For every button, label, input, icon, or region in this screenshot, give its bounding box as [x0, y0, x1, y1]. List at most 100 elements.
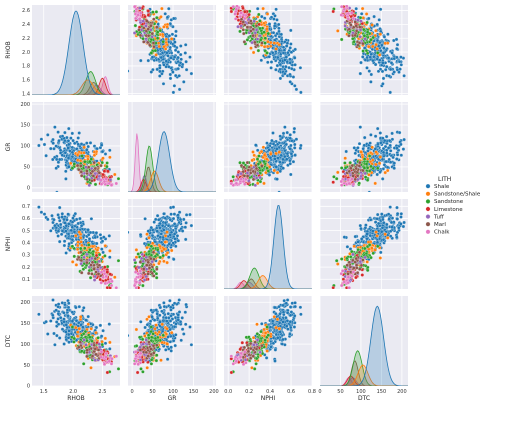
scatter-point — [57, 239, 62, 244]
scatter-point — [289, 28, 293, 33]
scatter-point — [378, 29, 383, 34]
kde-fill-limestone — [224, 280, 312, 289]
scatter-point — [69, 228, 73, 233]
scatter-point — [101, 328, 105, 333]
scatter-point — [261, 145, 266, 150]
scatter-point — [172, 84, 177, 88]
scatter-point — [351, 16, 356, 21]
y-tick-label: 150 — [20, 123, 30, 129]
scatter-point — [362, 135, 367, 140]
scatter-point — [375, 212, 380, 217]
scatter-point — [265, 141, 269, 145]
scatter-point — [158, 221, 162, 226]
scatter-point — [245, 38, 250, 42]
scatter-point — [145, 232, 149, 236]
y-tick-label: 2.6 — [22, 8, 30, 14]
scatter-point — [102, 169, 107, 173]
scatter-point — [163, 216, 168, 220]
scatter-point — [160, 71, 164, 76]
scatter-point — [85, 141, 89, 145]
scatter-point — [371, 58, 375, 63]
scatter-point — [89, 366, 93, 370]
scatter-point — [378, 155, 383, 159]
scatter-point — [293, 47, 297, 52]
scatter-point — [288, 136, 292, 141]
scatter-point — [275, 18, 279, 22]
scatter-point — [103, 152, 108, 156]
scatter-point — [92, 150, 97, 154]
scatter-point — [343, 24, 347, 28]
scatter-point — [172, 44, 177, 48]
scatter-point — [141, 283, 145, 288]
scatter-point — [375, 234, 379, 238]
y-tick-label: 100 — [20, 144, 30, 150]
scatter-point — [144, 267, 149, 271]
scatter-point — [159, 55, 164, 60]
scatter-point — [77, 320, 81, 325]
scatter-point — [259, 58, 264, 63]
scatter-point — [395, 55, 399, 60]
scatter-point — [152, 17, 156, 21]
scatter-point — [281, 51, 286, 55]
scatter-point — [105, 161, 109, 165]
scatter-point — [374, 230, 378, 234]
scatter-point — [285, 59, 289, 64]
scatter-point — [373, 181, 377, 186]
scatter-point — [137, 28, 141, 32]
scatter-point — [100, 247, 104, 251]
y-tick-label: 0.5 — [22, 228, 30, 234]
scatter-point — [367, 172, 371, 177]
scatter-point — [354, 263, 359, 267]
scatter-point — [373, 62, 378, 67]
scatter-point — [244, 177, 248, 182]
scatter-point — [136, 252, 140, 256]
scatter-point — [278, 134, 282, 138]
scatter-point — [277, 190, 281, 192]
scatter-point — [262, 159, 266, 164]
scatter-point — [358, 25, 362, 29]
scatter-point — [60, 212, 65, 216]
scatter-point — [153, 217, 158, 222]
scatter-point — [79, 174, 84, 178]
scatter-point — [298, 66, 303, 70]
scatter-point — [154, 10, 159, 14]
scatter-point — [60, 301, 65, 305]
scatter-point — [91, 252, 95, 257]
scatter-point — [68, 161, 73, 166]
scatter-point — [155, 229, 159, 233]
scatter-point — [281, 157, 285, 162]
scatter-point — [79, 270, 84, 275]
scatter-point — [236, 173, 240, 177]
scatter-point — [265, 27, 269, 31]
scatter-point — [87, 243, 91, 247]
scatter-point — [153, 254, 158, 259]
scatter-point — [162, 247, 166, 251]
panel-gr-vs-dtc — [319, 102, 408, 192]
scatter-point — [163, 12, 167, 16]
scatter-point — [152, 274, 156, 278]
scatter-point — [367, 169, 372, 173]
scatter-point — [267, 22, 272, 26]
scatter-point — [177, 74, 181, 78]
scatter-point — [169, 56, 173, 60]
scatter-point — [76, 243, 80, 248]
scatter-point — [159, 232, 164, 236]
panel-rhob-vs-dtc — [319, 5, 408, 95]
scatter-point — [402, 220, 406, 225]
scatter-point — [334, 258, 339, 263]
scatter-point — [263, 41, 267, 45]
scatter-point — [136, 271, 140, 276]
scatter-point — [184, 221, 188, 225]
scatter-point — [67, 329, 71, 333]
scatter-point — [269, 40, 273, 45]
scatter-point — [353, 151, 358, 156]
panel-background — [224, 199, 312, 289]
scatter-point — [64, 229, 68, 233]
scatter-point — [399, 212, 404, 216]
scatter-point — [347, 181, 351, 186]
scatter-point — [46, 133, 50, 137]
y-tick-label: 1.4 — [22, 91, 30, 97]
scatter-point — [116, 258, 120, 263]
scatter-point — [124, 42, 127, 45]
scatter-point — [346, 11, 351, 16]
